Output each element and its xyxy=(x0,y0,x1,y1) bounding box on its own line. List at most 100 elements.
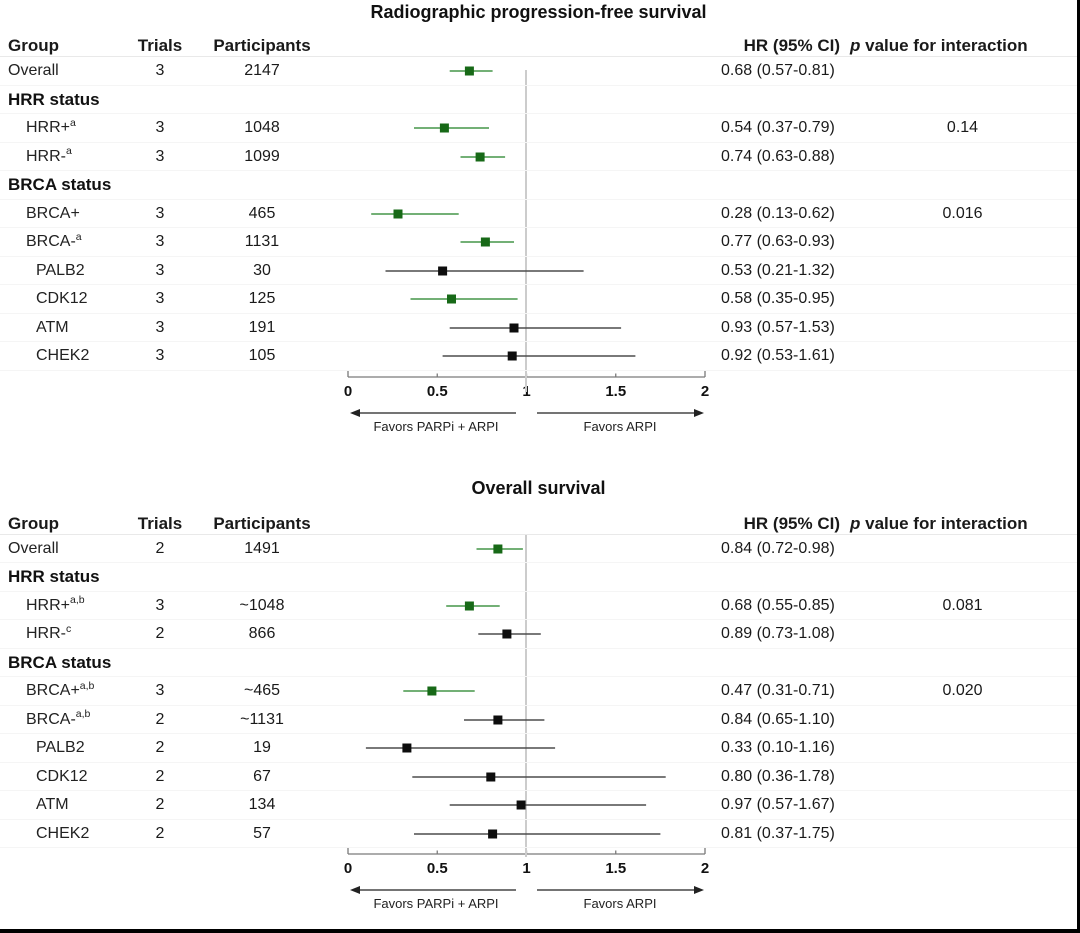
row-hr-ci-value: 0.54 (0.37-0.79) xyxy=(721,119,835,136)
row-hr-ci-value: 0.80 (0.36-1.78) xyxy=(721,767,835,785)
row-trials-value: 3 xyxy=(155,290,165,307)
ci-plot xyxy=(414,829,661,838)
ci-plot xyxy=(449,323,622,332)
row-group-label: HRR-c xyxy=(26,620,71,649)
row-group-text: PALB2 xyxy=(36,739,85,756)
ci-plot xyxy=(442,351,636,361)
footnote-superscript: a,b xyxy=(70,594,85,607)
forest-row-hrr: HRR-a 3 1099 0.74 (0.63-0.88) xyxy=(0,143,1077,172)
ci-plot xyxy=(412,772,666,781)
column-header-participants: Participants xyxy=(213,36,311,55)
forest-rows: Overall 3 2147 0.68 (0.57-0.81) HRR status HR… xyxy=(0,57,1077,371)
row-participants-value: ~1048 xyxy=(239,596,285,614)
footnote-superscript: a xyxy=(70,116,76,129)
ci-plot xyxy=(449,800,647,810)
row-group-label: BRCA-a xyxy=(26,228,82,257)
column-header-p-value: p value for interaction xyxy=(850,512,1075,535)
column-header-hr: HR (95% CI) xyxy=(743,36,840,55)
forest-row-hrr: HRR+a,b 3 ~1048 0.68 (0.55-0.85) 0.081 xyxy=(0,592,1077,621)
ci-plot xyxy=(403,686,475,696)
plot-title-os: Overall survival xyxy=(471,477,606,498)
group-header-label: BRCA status xyxy=(8,175,112,194)
row-group-label: HRR+a,b xyxy=(26,592,85,621)
row-group-text: HRR- xyxy=(26,625,66,642)
row-trials-value: 2 xyxy=(155,625,165,642)
row-hr-ci-value: 0.77 (0.63-0.93) xyxy=(721,233,835,250)
ci-plot xyxy=(464,715,545,724)
column-header-group: Group xyxy=(8,36,59,55)
forest-rows: Overall 2 1491 0.84 (0.72-0.98) HRR status HR… xyxy=(0,535,1077,848)
hr-point-marker xyxy=(493,544,503,553)
os-chart-body: Group Trials Participants HR (95% CI) p valu… xyxy=(0,512,1077,919)
row-group-label: CDK12 xyxy=(36,763,88,792)
row-hr-ci-value: 0.47 (0.31-0.71) xyxy=(721,682,835,699)
row-participants-value: 134 xyxy=(248,796,276,813)
hr-point-marker xyxy=(402,743,412,753)
column-header-trials: Trials xyxy=(137,513,183,533)
hr-point-marker xyxy=(509,323,519,332)
row-group-label: CDK12 xyxy=(36,285,88,314)
row-trials-value: 2 xyxy=(155,824,165,842)
row-group-text: HRR- xyxy=(26,147,66,165)
favors-left-arrowhead xyxy=(350,886,360,894)
row-trials-value: 3 xyxy=(155,596,165,614)
axis-tick-label: 1 xyxy=(522,860,530,877)
row-participants-value: 2147 xyxy=(244,62,280,79)
column-header-hr: HR (95% CI) xyxy=(743,513,840,533)
p-italic: p xyxy=(850,36,861,55)
row-hr-ci-value: 0.89 (0.73-1.08) xyxy=(721,625,835,642)
column-header-trials: Trials xyxy=(137,36,183,55)
row-participants-value: 191 xyxy=(248,318,276,336)
hr-point-marker xyxy=(464,66,474,76)
row-group-label: ATM xyxy=(36,791,69,820)
footnote-superscript: a,b xyxy=(75,708,91,721)
ci-plot xyxy=(460,237,514,247)
row-participants-value: ~465 xyxy=(243,682,281,699)
row-group-text: ATM xyxy=(36,796,69,813)
footnote-superscript: a xyxy=(66,145,72,158)
row-group-text: ATM xyxy=(36,318,69,336)
hr-point-marker xyxy=(516,800,526,810)
hr-point-marker xyxy=(393,209,403,218)
axis-tick-label: 1.5 xyxy=(605,383,626,400)
row-group-label: BRCA+a,b xyxy=(26,677,94,706)
axis-tick-label: 0 xyxy=(344,860,352,877)
ci-plot xyxy=(476,544,523,553)
ci-plot xyxy=(446,601,500,610)
forest-row-cdk12: CDK12 3 125 0.58 (0.35-0.95) xyxy=(0,285,1077,314)
hr-point-marker xyxy=(447,294,456,304)
row-participants-value: 465 xyxy=(248,204,276,222)
row-hr-ci-value: 0.33 (0.10-1.16) xyxy=(721,739,835,756)
row-group-text: BRCA- xyxy=(26,710,76,728)
rpfs-chart-body: Group Trials Participants HR (95% CI) p valu… xyxy=(0,34,1077,441)
forest-row-palb2: PALB2 3 30 0.53 (0.21-1.32) xyxy=(0,257,1077,285)
row-group-text: HRR+ xyxy=(26,119,71,136)
favors-right-label: Favors ARPI xyxy=(584,896,657,911)
row-group-text: CHEK2 xyxy=(36,347,90,364)
forest-row-overall: Overall 3 2147 0.68 (0.57-0.81) xyxy=(0,57,1077,86)
row-group-text: PALB2 xyxy=(36,261,85,279)
forest-row-atm: ATM 3 191 0.93 (0.57-1.53) xyxy=(0,314,1077,342)
row-hr-ci-value: 0.92 (0.53-1.61) xyxy=(721,347,835,364)
group-header-row-brca-status: BRCA status xyxy=(0,171,1077,200)
row-hr-ci-value: 0.81 (0.37-1.75) xyxy=(721,824,835,842)
column-header-participants: Participants xyxy=(213,513,311,533)
row-participants-value: 19 xyxy=(253,739,271,756)
row-hr-ci-value: 0.28 (0.13-0.62) xyxy=(721,204,835,222)
favors-left-label: Favors PARPi + ARPI xyxy=(373,896,498,911)
row-participants-value: 57 xyxy=(253,824,271,842)
hr-point-marker xyxy=(475,152,485,161)
row-participants-value: 1048 xyxy=(244,119,280,136)
ci-plot xyxy=(478,629,541,639)
row-group-text: CDK12 xyxy=(36,290,88,307)
p-rest: value for interaction xyxy=(860,36,1028,55)
hr-point-marker xyxy=(486,772,496,781)
forest-row-cdk12: CDK12 2 67 0.80 (0.36-1.78) xyxy=(0,763,1077,792)
row-trials-value: 3 xyxy=(155,147,165,165)
row-trials-value: 3 xyxy=(155,62,165,79)
group-header-row-hrr-status: HRR status xyxy=(0,563,1077,592)
row-group-label: HRR-a xyxy=(26,143,72,172)
forest-row-overall: Overall 2 1491 0.84 (0.72-0.98) xyxy=(0,535,1077,563)
